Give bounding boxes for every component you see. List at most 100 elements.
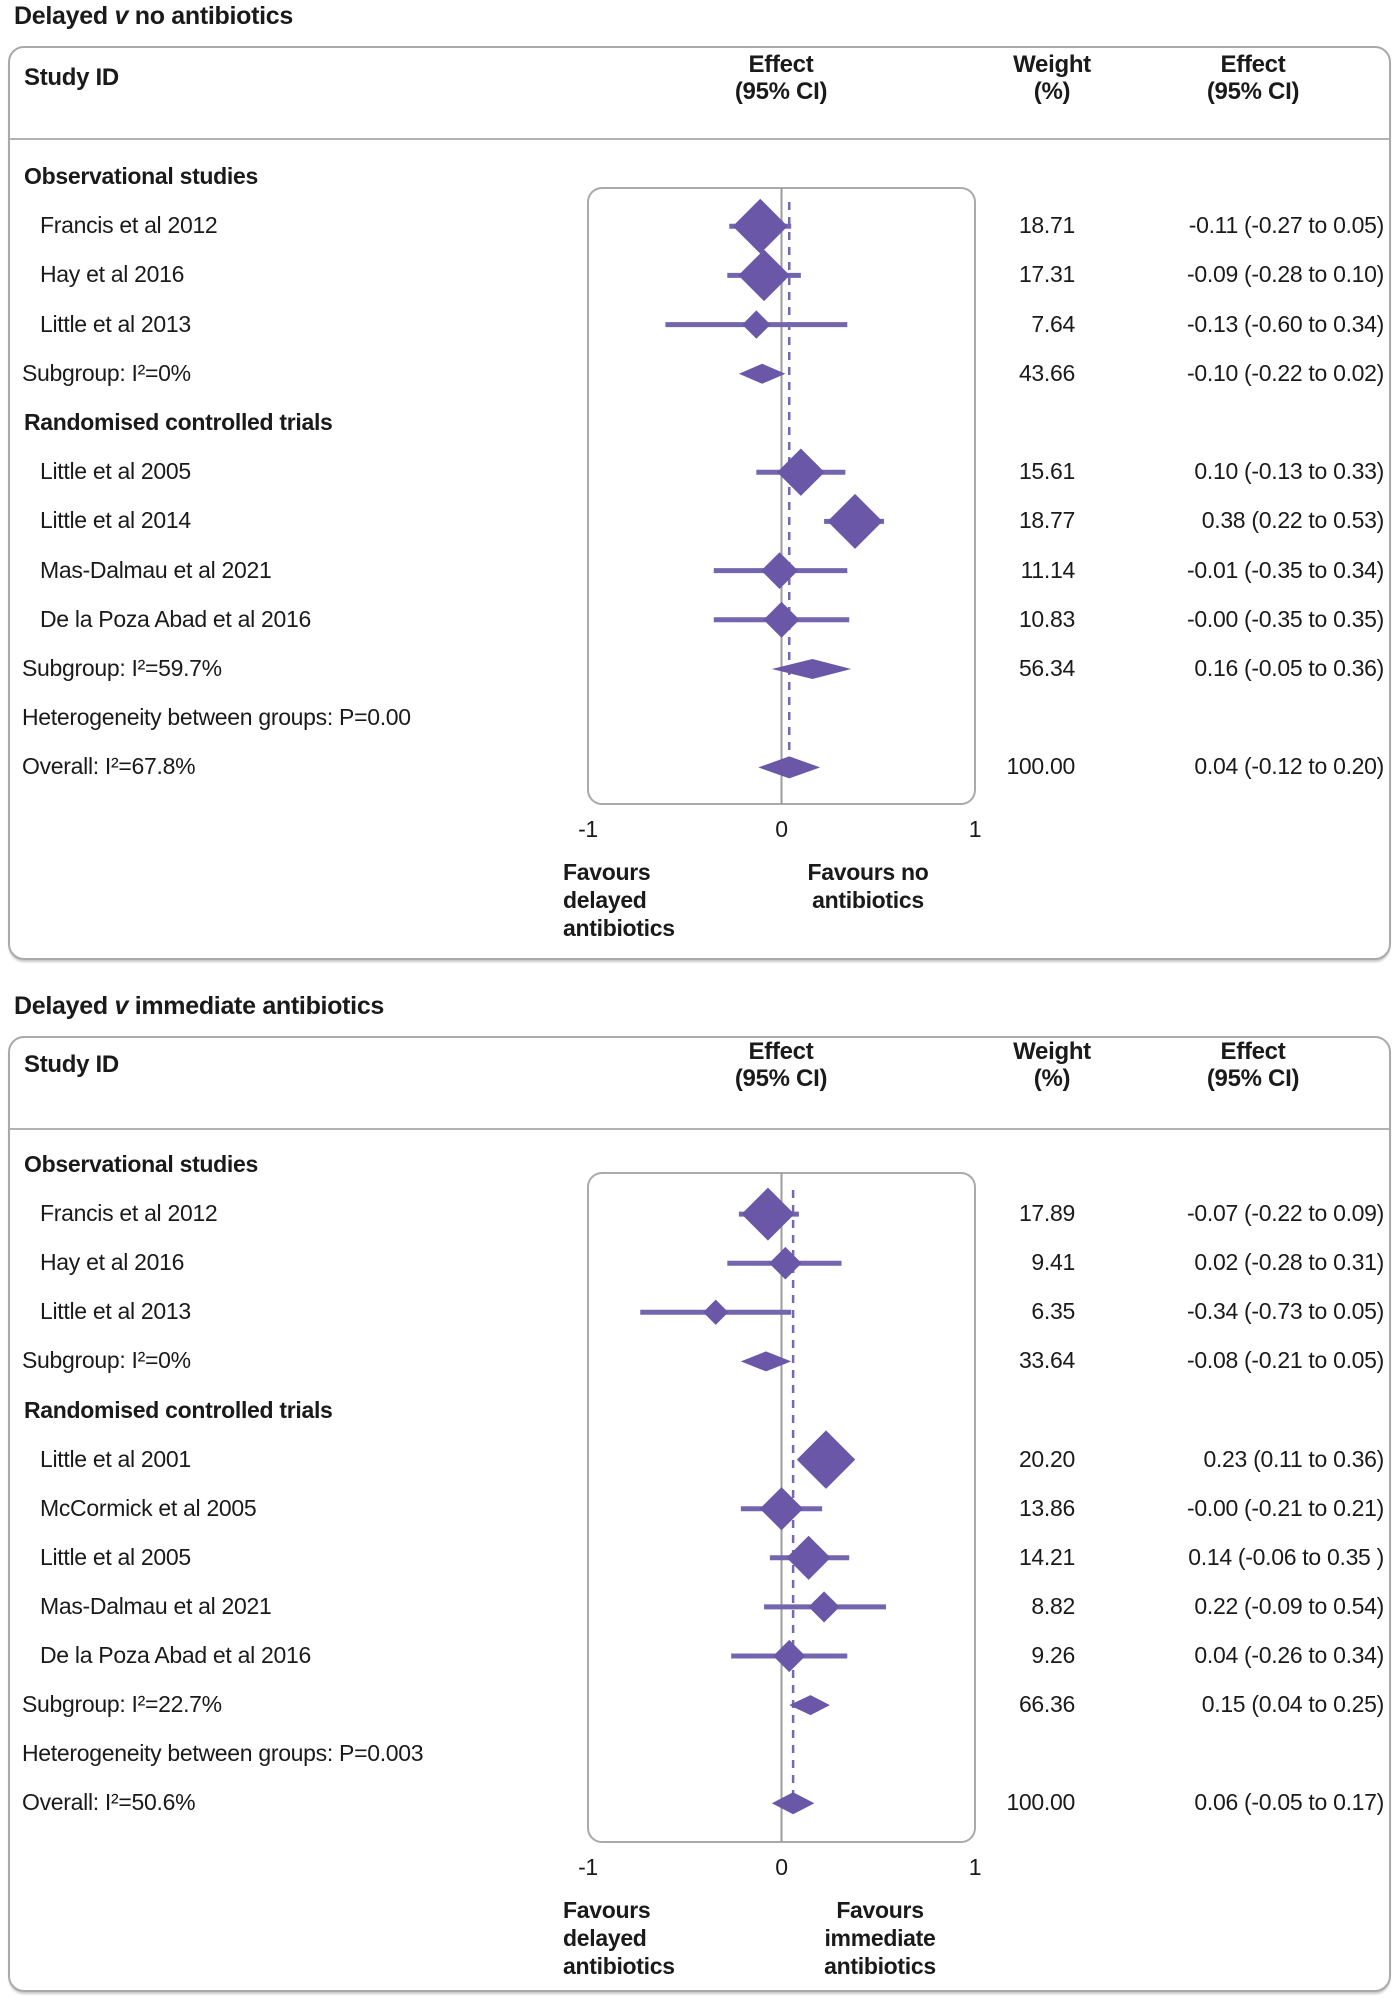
group-label: Observational studies <box>24 163 258 189</box>
effect-value: 0.15 (0.04 to 0.25) <box>1201 1691 1385 1718</box>
effect-value: -0.09 (-0.28 to 0.10) <box>1187 261 1384 288</box>
weight-value: 100.00 <box>1006 753 1075 780</box>
favours-left-label: Favours <box>563 1897 651 1923</box>
panel-border-box <box>8 46 1391 960</box>
group-label: Randomised controlled trials <box>24 1396 333 1423</box>
column-header-effect: Effect (95% CI) <box>1206 1038 1300 1092</box>
column-header-effect-plot: Effect (95% CI) <box>734 1038 828 1092</box>
subgroup-label: Subgroup: I²=22.7% <box>22 1691 222 1718</box>
axis-tick-label: 1 <box>968 816 982 842</box>
study-label: Mas-Dalmau et al 2021 <box>40 556 272 583</box>
title-versus: v <box>114 992 129 1020</box>
effect-diamond <box>769 1246 802 1280</box>
column-header-study-id: Study ID <box>24 1051 119 1078</box>
study-label: Little et al 2005 <box>40 1543 191 1570</box>
favours-left-label: Favours <box>563 859 651 885</box>
effect-value: -0.08 (-0.21 to 0.05) <box>1187 1347 1384 1374</box>
study-label: Francis et al 2012 <box>40 212 218 239</box>
effect-diamond <box>777 448 825 496</box>
effect-value: 0.16 (-0.05 to 0.36) <box>1194 655 1384 681</box>
weight-value: 43.66 <box>1018 359 1075 386</box>
effect-diamond <box>703 1299 729 1325</box>
axis-tick-label: 0 <box>775 1854 788 1880</box>
favours-right-label: Favours <box>836 1897 924 1923</box>
study-label: Hay et al 2016 <box>40 261 185 288</box>
weight-value: 11.14 <box>1020 556 1076 583</box>
effect-value: 0.38 (0.22 to 0.53) <box>1201 507 1385 534</box>
column-header-effect: Effect (95% CI) <box>1206 51 1300 105</box>
column-header-effect-plot: Effect (95% CI) <box>734 51 828 105</box>
subgroup-label: Subgroup: I²=0% <box>22 1347 191 1374</box>
study-label: Little et al 2014 <box>40 507 191 534</box>
study-label: De la Poza Abad et al 2016 <box>40 1642 311 1668</box>
study-label: Hay et al 2016 <box>40 1249 185 1276</box>
favours-right-label: Favours no <box>807 859 929 885</box>
study-label: Little et al 2005 <box>40 458 191 485</box>
effect-value: 0.14 (-0.06 to 0.35 ) <box>1188 1543 1384 1570</box>
overall-label: Overall: I²=50.6% <box>22 1789 196 1816</box>
effect-diamond <box>732 198 788 254</box>
effect-diamond <box>759 1487 804 1531</box>
weight-value: 9.41 <box>1031 1249 1075 1276</box>
study-label: Little et al 2001 <box>40 1445 191 1472</box>
study-label: Little et al 2013 <box>40 310 191 337</box>
effect-value: -0.13 (-0.60 to 0.34) <box>1187 310 1384 337</box>
panel-title: Delayed v no antibiotics <box>14 2 293 31</box>
effect-diamond <box>786 1535 831 1580</box>
pooled-diamond <box>740 1351 792 1372</box>
axis-tick-label: 1 <box>968 1854 982 1880</box>
effect-value: -0.10 (-0.22 to 0.02) <box>1187 359 1384 386</box>
favours-right-label: antibiotics <box>824 1953 936 1979</box>
header-divider <box>10 138 1389 140</box>
title-text: no antibiotics <box>134 2 294 30</box>
effect-diamond <box>741 1187 795 1241</box>
effect-diamond <box>773 1639 806 1673</box>
favours-left-label: antibiotics <box>563 915 675 941</box>
weight-value: 9.26 <box>1031 1642 1075 1668</box>
effect-value: -0.01 (-0.35 to 0.34) <box>1187 556 1384 583</box>
effect-value: 0.06 (-0.05 to 0.17) <box>1194 1789 1384 1816</box>
note-label: Heterogeneity between groups: P=0.00 <box>22 704 411 731</box>
title-text: Delayed <box>14 992 108 1020</box>
study-label: Mas-Dalmau et al 2021 <box>40 1592 272 1619</box>
weight-value: 15.61 <box>1018 458 1075 485</box>
effect-value: 0.22 (-0.09 to 0.54) <box>1194 1592 1384 1619</box>
overall-label: Overall: I²=67.8% <box>22 753 196 780</box>
column-header-weight: Weight (%) <box>1013 1038 1091 1092</box>
subgroup-label: Subgroup: I²=0% <box>22 359 191 386</box>
effect-diamond <box>827 493 883 549</box>
study-label: McCormick et al 2005 <box>40 1494 257 1521</box>
title-text: Delayed <box>14 2 108 30</box>
effect-diamond <box>808 1591 840 1623</box>
effect-diamond <box>763 601 800 638</box>
pooled-diamond <box>738 363 786 384</box>
effect-diamond <box>738 249 790 302</box>
effect-value: -0.11 (-0.27 to 0.05) <box>1188 212 1385 239</box>
subgroup-label: Subgroup: I²=59.7% <box>22 655 222 681</box>
panel-border-box <box>8 1036 1391 1992</box>
weight-value: 100.00 <box>1006 1789 1075 1816</box>
pooled-diamond <box>789 1695 830 1716</box>
panel-title: Delayed v immediate antibiotics <box>14 992 384 1021</box>
effect-value: -0.07 (-0.22 to 0.09) <box>1187 1200 1384 1227</box>
favours-right-label: antibiotics <box>812 887 924 913</box>
weight-value: 17.89 <box>1018 1200 1075 1227</box>
effect-value: -0.00 (-0.21 to 0.21) <box>1187 1494 1384 1521</box>
pooled-diamond <box>758 756 821 779</box>
weight-value: 18.77 <box>1018 507 1075 534</box>
title-versus: v <box>114 2 129 30</box>
group-label: Observational studies <box>24 1151 258 1177</box>
effect-value: 0.23 (0.11 to 0.36) <box>1203 1445 1384 1472</box>
weight-value: 13.86 <box>1018 1494 1075 1521</box>
favours-left-label: delayed <box>563 1925 647 1951</box>
effect-value: -0.00 (-0.35 to 0.35) <box>1187 605 1384 632</box>
column-header-weight: Weight (%) <box>1013 51 1091 105</box>
weight-value: 17.31 <box>1018 261 1075 288</box>
axis-tick-label: 0 <box>775 816 788 842</box>
column-header-study-id: Study ID <box>24 64 119 91</box>
weight-value: 56.34 <box>1018 655 1075 681</box>
effect-value: -0.34 (-0.73 to 0.05) <box>1187 1298 1384 1325</box>
weight-value: 66.36 <box>1018 1691 1075 1718</box>
